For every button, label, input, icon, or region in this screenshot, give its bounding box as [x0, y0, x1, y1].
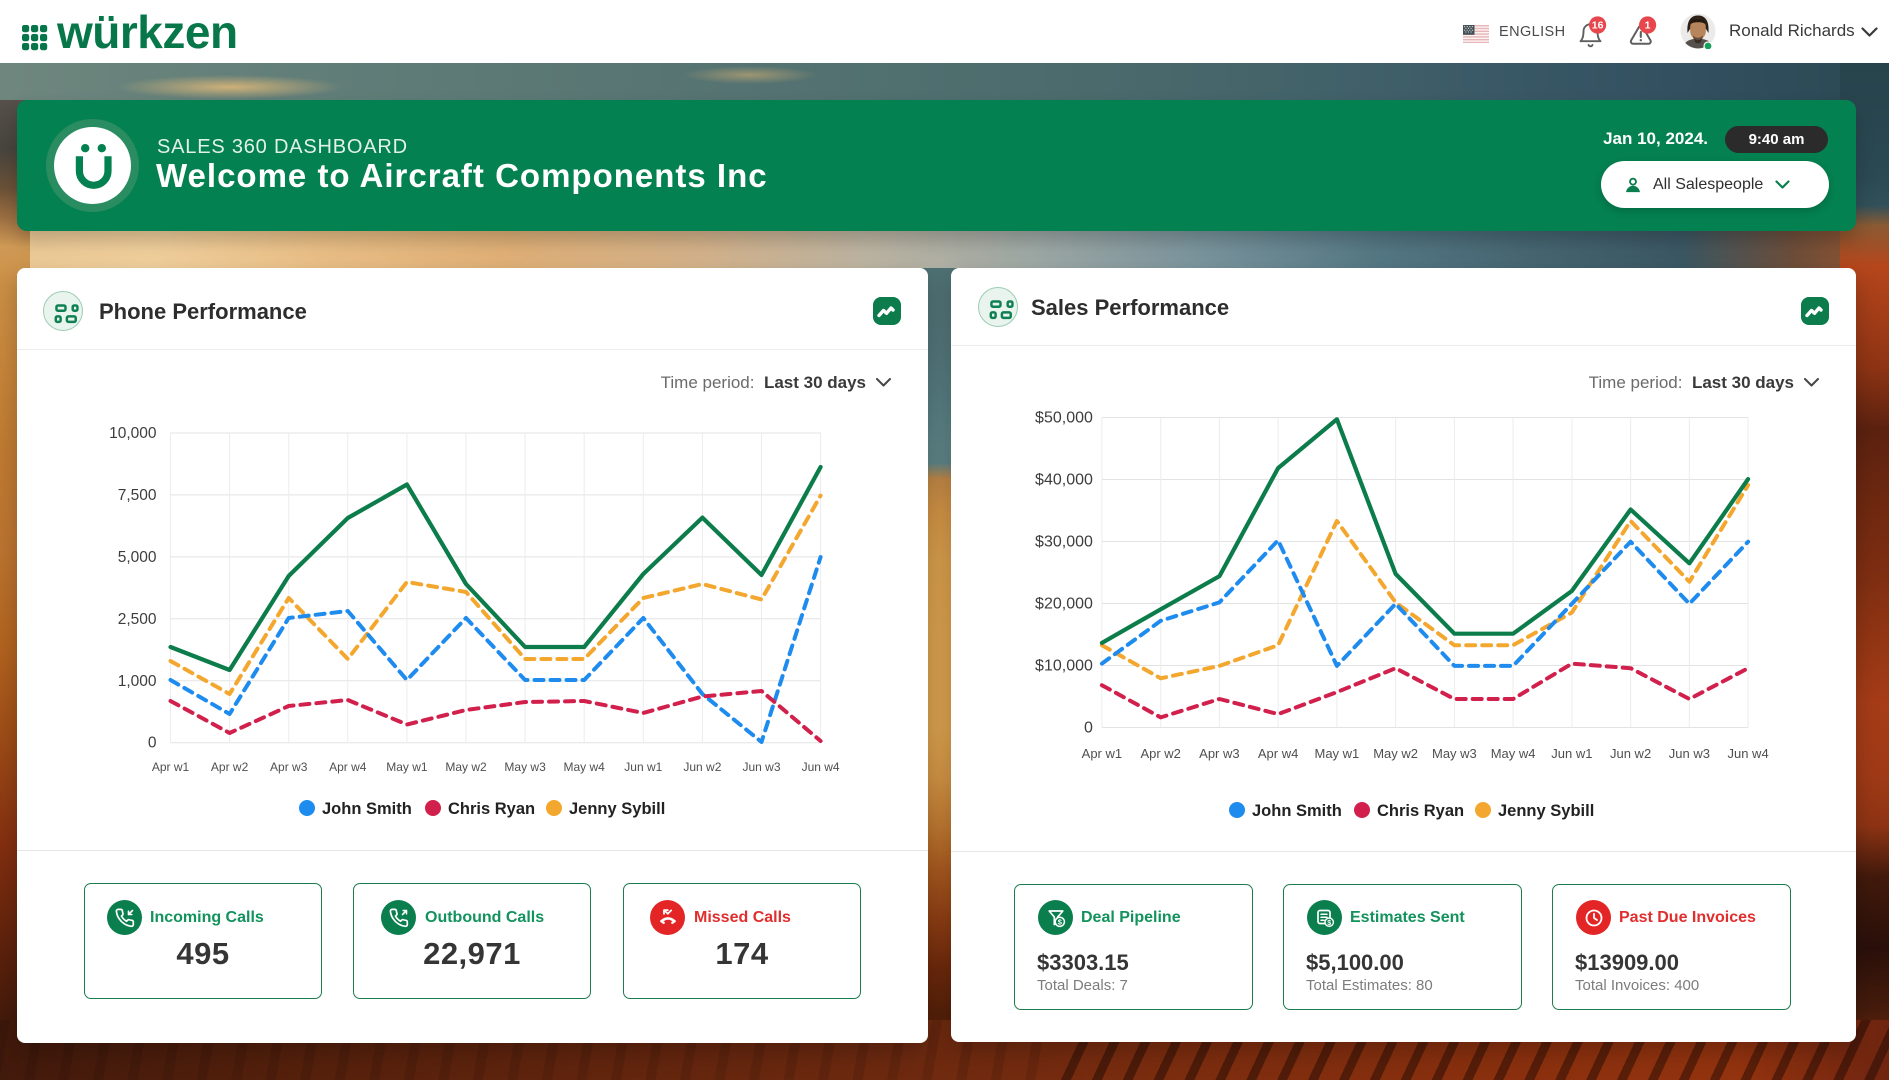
svg-text:$: $	[1327, 919, 1331, 926]
svg-text:Jun w2: Jun w2	[683, 760, 721, 774]
svg-text:Chris Ryan: Chris Ryan	[448, 800, 535, 818]
svg-text:$10,000: $10,000	[1035, 658, 1093, 675]
svg-text:May w2: May w2	[445, 760, 487, 774]
svg-text:Jenny Sybill: Jenny Sybill	[569, 800, 665, 818]
svg-text:$20,000: $20,000	[1035, 596, 1093, 613]
svg-text:Apr w1: Apr w1	[1082, 746, 1122, 761]
svg-text:Jun w1: Jun w1	[624, 760, 662, 774]
svg-text:Apr w4: Apr w4	[329, 760, 367, 774]
svg-text:$: $	[1057, 917, 1062, 926]
svg-text:$40,000: $40,000	[1035, 472, 1093, 489]
svg-text:Jun w2: Jun w2	[1610, 746, 1651, 761]
svg-text:$30,000: $30,000	[1035, 534, 1093, 551]
svg-text:Apr w2: Apr w2	[211, 760, 249, 774]
svg-text:May w1: May w1	[1315, 746, 1360, 761]
svg-text:7,500: 7,500	[118, 487, 157, 504]
svg-text:Jun w3: Jun w3	[1669, 746, 1710, 761]
svg-text:May w4: May w4	[564, 760, 606, 774]
svg-text:2,500: 2,500	[118, 611, 157, 628]
svg-text:0: 0	[148, 735, 157, 752]
svg-text:May w2: May w2	[1373, 746, 1418, 761]
svg-text:Jun w4: Jun w4	[802, 760, 840, 774]
svg-text:May w3: May w3	[1432, 746, 1477, 761]
svg-text:5,000: 5,000	[118, 549, 157, 566]
svg-text:May w4: May w4	[1491, 746, 1536, 761]
svg-text:Jun w3: Jun w3	[742, 760, 780, 774]
svg-text:16: 16	[1592, 20, 1604, 32]
svg-text:1: 1	[1645, 20, 1651, 32]
svg-text:John Smith: John Smith	[322, 800, 412, 818]
svg-text:10,000: 10,000	[109, 425, 157, 442]
svg-text:Apr w3: Apr w3	[270, 760, 308, 774]
svg-text:May w3: May w3	[504, 760, 546, 774]
svg-text:Jun w4: Jun w4	[1727, 746, 1768, 761]
svg-text:Apr w4: Apr w4	[1258, 746, 1298, 761]
svg-text:Chris Ryan: Chris Ryan	[1377, 802, 1464, 820]
svg-text:May w1: May w1	[386, 760, 428, 774]
svg-text:$50,000: $50,000	[1035, 410, 1093, 427]
svg-text:Apr w2: Apr w2	[1140, 746, 1180, 761]
svg-text:Jenny Sybill: Jenny Sybill	[1498, 802, 1594, 820]
svg-text:Jun w1: Jun w1	[1551, 746, 1592, 761]
svg-text:Apr w3: Apr w3	[1199, 746, 1239, 761]
svg-text:0: 0	[1084, 720, 1093, 737]
svg-text:1,000: 1,000	[118, 673, 157, 690]
svg-text:John Smith: John Smith	[1252, 802, 1342, 820]
svg-text:Apr w1: Apr w1	[152, 760, 190, 774]
